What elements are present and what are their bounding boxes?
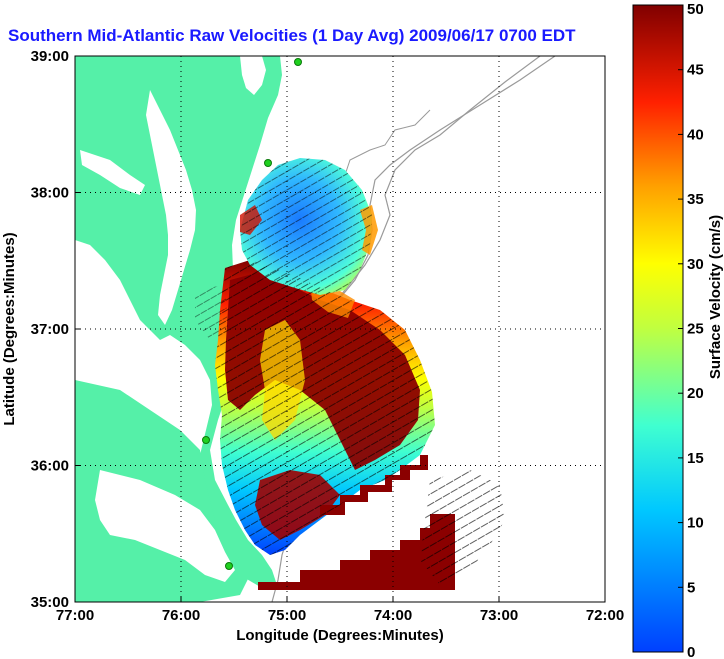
grid-lines bbox=[75, 56, 605, 602]
bathymetry-contour-3 bbox=[344, 109, 431, 176]
x-tick-label: 75:00 bbox=[268, 607, 306, 624]
map-layer bbox=[75, 56, 556, 602]
chesapeake-bay bbox=[146, 90, 196, 325]
colorbar-label: Surface Velocity (cm/s) bbox=[707, 215, 724, 379]
colorbar-tick-label: 35 bbox=[687, 191, 704, 208]
x-tick-label: 72:00 bbox=[586, 607, 624, 624]
colorbar-tick-label: 40 bbox=[687, 126, 704, 143]
colorbar-tick-label: 30 bbox=[687, 256, 704, 273]
y-axis-label: Latitude (Degrees:Minutes) bbox=[1, 232, 18, 425]
x-axis-label: Longitude (Degrees:Minutes) bbox=[236, 627, 444, 644]
colorbar-tick-label: 45 bbox=[687, 62, 704, 79]
y-tick-label: 39:00 bbox=[31, 48, 69, 65]
nearshore-vectors bbox=[195, 285, 228, 340]
x-tick-label: 74:00 bbox=[374, 607, 412, 624]
delaware-bay bbox=[240, 56, 266, 95]
radar-site-marker bbox=[264, 159, 272, 167]
stair-blocks bbox=[320, 455, 428, 515]
radar-site-marker bbox=[225, 562, 233, 570]
y-tick-label: 38:00 bbox=[31, 185, 69, 202]
colorbar-tick-label: 20 bbox=[687, 385, 704, 402]
southern-edge-blocks bbox=[258, 514, 455, 590]
colorbar-tick-label: 25 bbox=[687, 321, 704, 338]
colorbar-tick-label: 0 bbox=[687, 644, 695, 659]
x-tick-label: 76:00 bbox=[162, 607, 200, 624]
pamlico-sound bbox=[95, 470, 235, 582]
y-tick-label: 37:00 bbox=[31, 321, 69, 338]
colorbar-tick-label: 15 bbox=[687, 450, 704, 467]
colorbar bbox=[632, 4, 684, 653]
y-tick-label: 36:00 bbox=[31, 458, 69, 475]
colorbar-tick-label: 5 bbox=[687, 579, 695, 596]
radar-site-marker bbox=[294, 58, 302, 66]
x-tick-label: 77:00 bbox=[56, 607, 94, 624]
y-tick-label: 35:00 bbox=[31, 594, 69, 611]
offshore-vectors bbox=[420, 470, 505, 585]
radar-site-marker bbox=[202, 436, 210, 444]
colorbar-tick-label: 10 bbox=[687, 515, 704, 532]
bay-inlet bbox=[80, 150, 145, 195]
colorbar-ticks: 0 5 10 15 20 25 30 35 40 45 50 bbox=[678, 1, 704, 659]
colorbar-tick-label: 50 bbox=[687, 1, 704, 18]
chart-title: Southern Mid-Atlantic Raw Velocities (1 … bbox=[8, 26, 576, 45]
eddy-vectors bbox=[240, 158, 372, 295]
x-tick-label: 73:00 bbox=[480, 607, 518, 624]
axis-ticks: 77:00 76:00 75:00 74:00 73:00 72:00 35:00 36:00… bbox=[31, 48, 625, 624]
velocity-vectors bbox=[215, 260, 435, 555]
